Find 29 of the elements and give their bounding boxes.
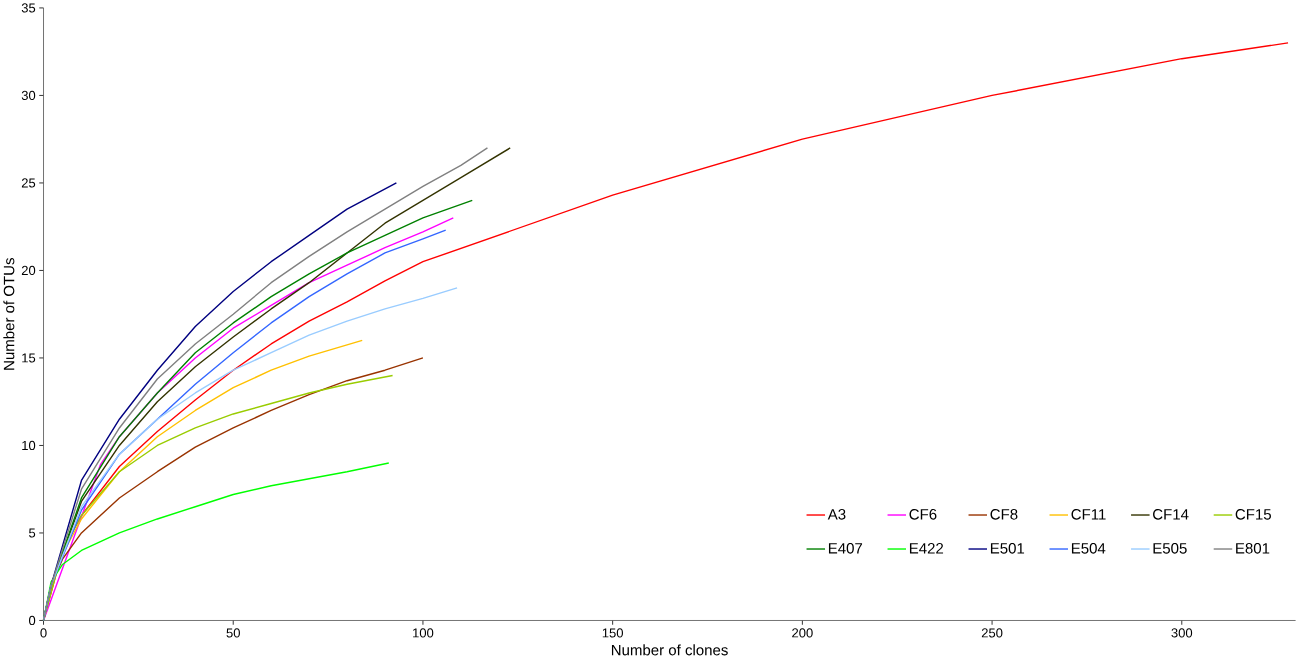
legend-label: CF14 — [1153, 509, 1189, 520]
legend-label: CF8 — [990, 509, 1018, 520]
y-tick-label: 20 — [21, 265, 36, 276]
legend-label: CF6 — [909, 509, 937, 520]
legend-label: E801 — [1236, 543, 1270, 554]
x-tick-label: 250 — [981, 628, 1003, 638]
x-axis-title: Number of clones — [611, 644, 728, 656]
x-tick-label: 200 — [792, 628, 813, 638]
legend-label: CF11 — [1071, 509, 1106, 520]
y-tick-label: 10 — [22, 440, 36, 451]
legend-label: E505 — [1153, 543, 1187, 554]
x-tick-label: 300 — [1171, 628, 1193, 638]
legend-label: E504 — [1071, 543, 1106, 554]
y-axis-title: Number of OTUs — [3, 258, 15, 370]
legend-label: CF15 — [1235, 509, 1271, 520]
legend-label: E422 — [909, 543, 944, 554]
y-tick-label: 5 — [28, 528, 36, 538]
x-tick-label: 150 — [602, 628, 623, 638]
y-tick-label: 15 — [22, 353, 36, 363]
x-tick-label: 0 — [40, 628, 47, 638]
y-tick-label: 0 — [28, 616, 36, 626]
x-tick-label: 100 — [413, 628, 434, 638]
x-tick-label: 50 — [226, 628, 240, 638]
legend-label: E407 — [828, 543, 863, 554]
y-tick-label: 25 — [21, 178, 36, 188]
legend-label: A3 — [827, 509, 846, 520]
legend-label: E501 — [990, 543, 1025, 554]
y-tick-label: 30 — [21, 90, 36, 101]
y-tick-label: 35 — [21, 3, 36, 13]
